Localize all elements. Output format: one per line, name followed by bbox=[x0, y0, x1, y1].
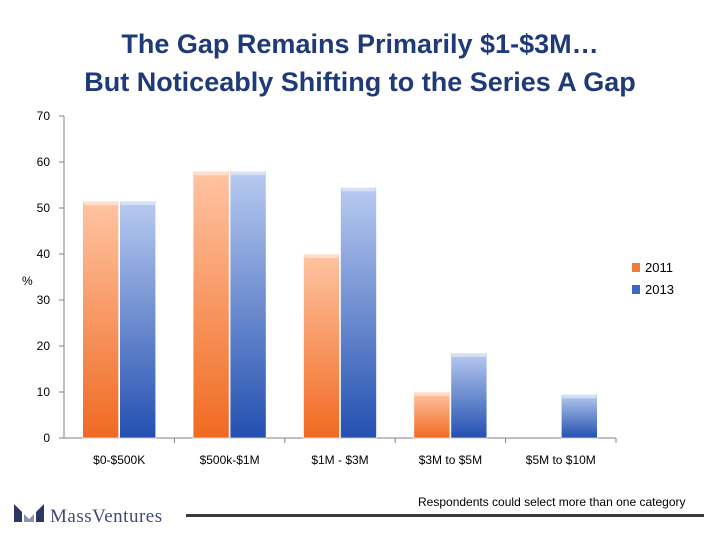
logo-wordmark: MassVentures bbox=[50, 506, 163, 527]
legend-swatch-2011 bbox=[632, 263, 640, 272]
bar-2011 bbox=[303, 253, 340, 439]
bar-highlight bbox=[451, 352, 486, 357]
legend-swatch-2013 bbox=[632, 285, 640, 294]
bar-highlight bbox=[414, 392, 449, 396]
bar-2013 bbox=[119, 200, 156, 439]
y-tick-label: 70 bbox=[37, 109, 51, 123]
legend-label-2011: 2011 bbox=[645, 260, 673, 275]
y-tick-label: 50 bbox=[37, 201, 51, 215]
bar-2013 bbox=[450, 352, 488, 439]
bar-highlight bbox=[231, 171, 266, 176]
chart-title-line-1: The Gap Remains Primarily $1-$3M… bbox=[121, 29, 599, 59]
bar-highlight bbox=[304, 254, 339, 258]
footer-rule bbox=[186, 514, 704, 517]
y-tick-label: 40 bbox=[37, 247, 51, 261]
y-tick-label: 10 bbox=[37, 385, 51, 399]
mass-ventures-logo-icon bbox=[14, 504, 44, 522]
bar-2013 bbox=[560, 393, 598, 439]
bar-2011 bbox=[192, 170, 230, 439]
legend: 2011 2013 bbox=[632, 260, 674, 297]
bar-2013 bbox=[340, 187, 377, 439]
legend-label-2013: 2013 bbox=[645, 282, 674, 297]
axes: 0 10 20 30 40 50 60 70% $0-$500K $500k-$1M $1M - $… bbox=[22, 109, 617, 467]
bar-highlight bbox=[83, 201, 118, 206]
y-tick-label: 20 bbox=[37, 339, 51, 353]
bar-highlight bbox=[120, 201, 155, 206]
footnote: Respondents could select more than one c… bbox=[418, 495, 686, 509]
chart-title-line-2: But Noticeably Shifting to the Series A … bbox=[84, 67, 636, 97]
x-tick-label: $3M to $5M bbox=[419, 453, 482, 467]
x-tick-label: $0-$500K bbox=[93, 453, 145, 467]
bar-2011 bbox=[82, 200, 119, 439]
x-tick-label: $5M to $10M bbox=[526, 453, 596, 467]
bars bbox=[82, 170, 598, 439]
bar-2013 bbox=[229, 170, 267, 439]
bar-2011 bbox=[413, 391, 451, 439]
bar-highlight bbox=[562, 394, 597, 399]
bar-highlight bbox=[194, 171, 229, 176]
y-tick-label: 60 bbox=[37, 155, 51, 169]
x-tick-label: $500k-$1M bbox=[200, 453, 260, 467]
bar-highlight bbox=[341, 187, 376, 192]
y-axis-label: % bbox=[22, 274, 33, 288]
y-tick-label: 0 bbox=[43, 431, 50, 445]
x-tick-label: $1M - $3M bbox=[311, 453, 368, 467]
y-tick-label: 30 bbox=[37, 293, 51, 307]
